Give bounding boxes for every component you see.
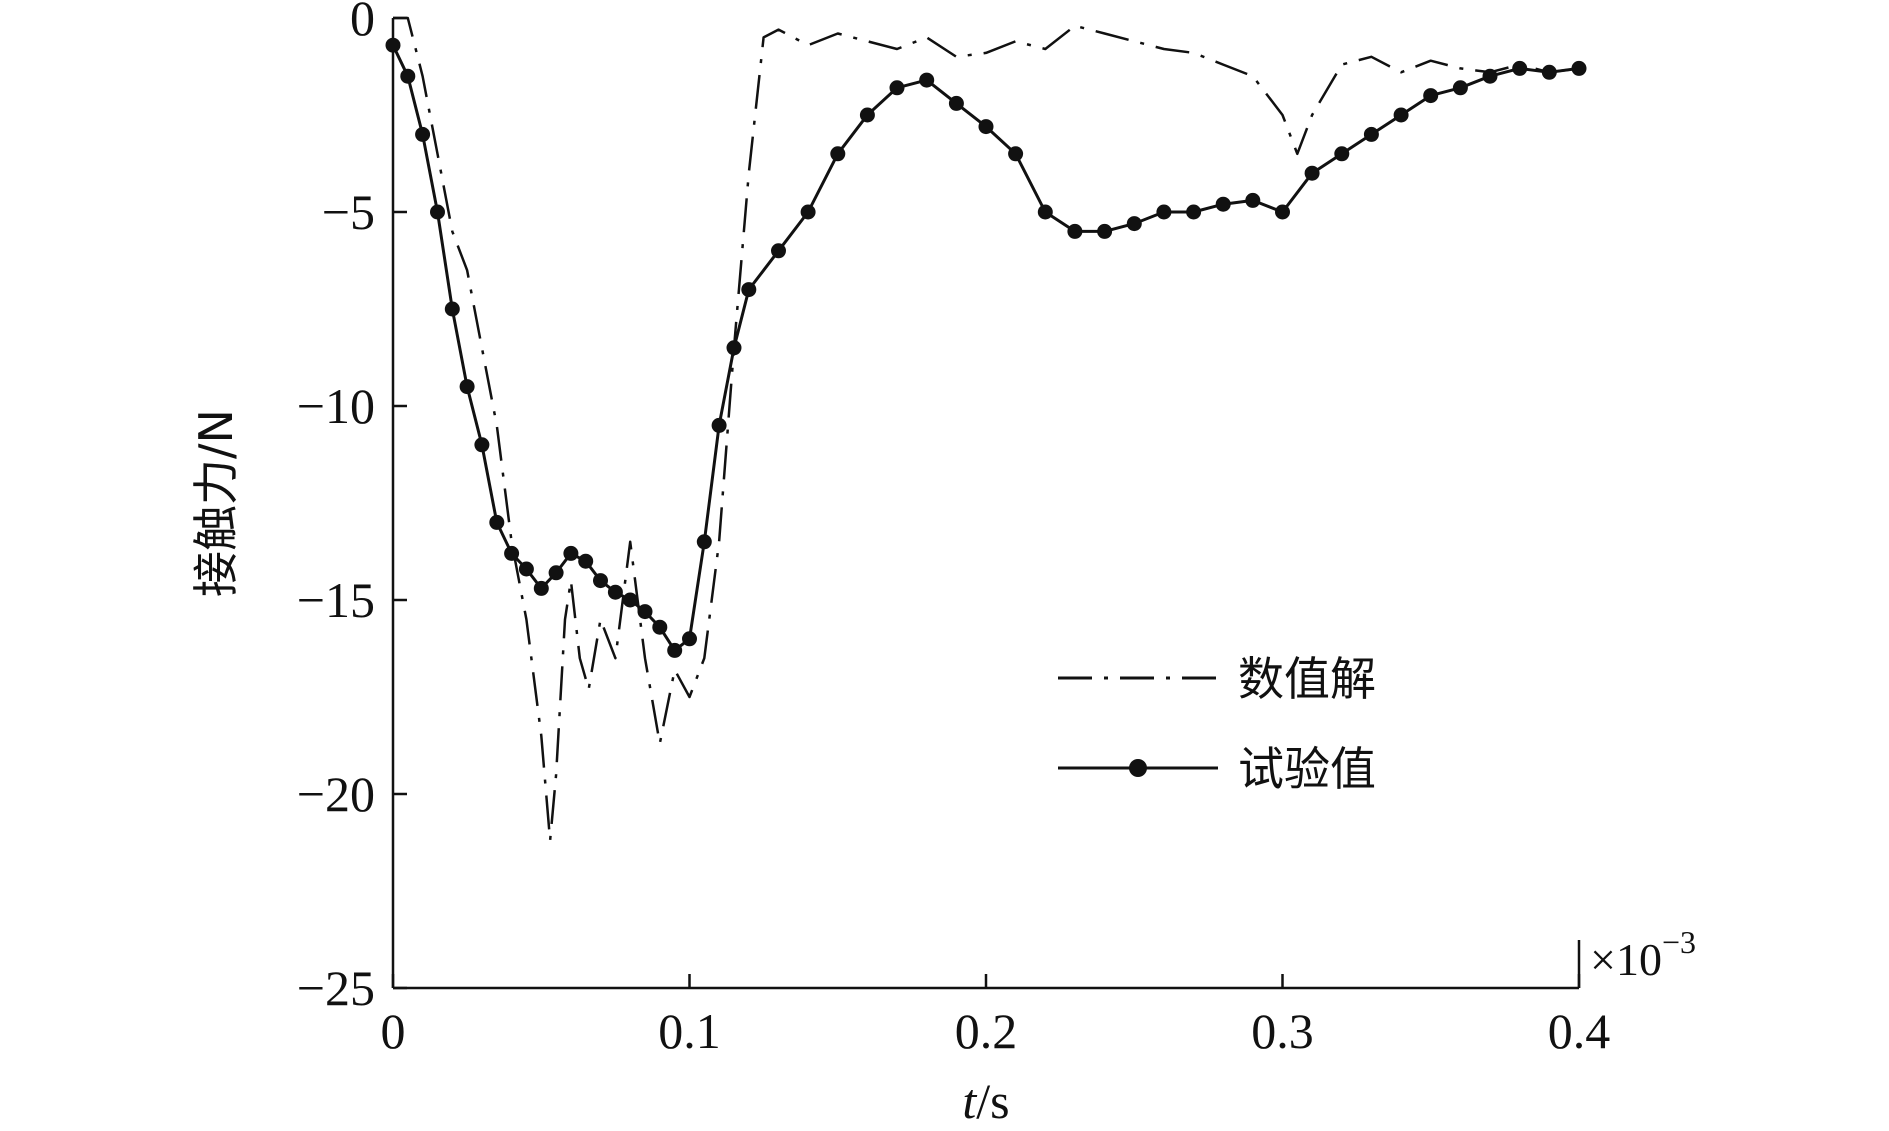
data-point-experimental	[637, 604, 653, 620]
legend-label-numerical: 数值解	[1238, 652, 1376, 706]
data-point-experimental	[726, 340, 742, 356]
data-point-experimental	[1334, 146, 1350, 162]
data-point-experimental	[682, 631, 697, 647]
data-point-experimental	[1363, 126, 1379, 142]
legend-item-numerical: 数值解	[1058, 652, 1376, 706]
data-point-experimental	[889, 80, 905, 96]
data-point-experimental	[771, 243, 786, 259]
x-tick-label: 0.3	[1251, 1003, 1314, 1059]
data-point-experimental	[1275, 204, 1290, 220]
series-line-numerical	[393, 16, 1580, 842]
data-point-experimental	[919, 72, 935, 88]
data-point-experimental	[1067, 223, 1083, 239]
y-tick-label: 0	[350, 0, 375, 46]
x-axis-multiplier-exponent: −3	[1662, 924, 1696, 960]
data-point-experimental	[1126, 216, 1142, 232]
data-point-experimental	[1571, 60, 1587, 76]
data-point-experimental	[859, 107, 875, 123]
plot-area	[391, 18, 1581, 990]
x-axis-multiplier: ×10−3	[1590, 924, 1696, 985]
legend-item-experimental: 试验值	[1058, 742, 1376, 796]
x-tick-label: 0.2	[955, 1003, 1018, 1059]
data-point-experimental	[741, 282, 757, 298]
data-point-experimental	[563, 545, 579, 561]
data-point-experimental	[1008, 146, 1024, 162]
x-axis-ticks: 0 0.1 0.2 0.3 0.4	[381, 974, 1611, 1059]
y-tick-label: −25	[297, 960, 375, 1016]
data-point-experimental	[667, 642, 683, 658]
data-point-experimental	[1215, 196, 1231, 212]
data-point-experimental	[622, 592, 638, 608]
x-tick-label: 0	[381, 1003, 406, 1059]
data-point-experimental	[548, 565, 564, 581]
x-tick-label: 0.1	[658, 1003, 721, 1059]
data-point-experimental	[1393, 107, 1409, 123]
x-axis-label: t/s	[962, 1073, 1009, 1129]
data-point-experimental	[696, 534, 712, 550]
data-point-experimental	[489, 514, 505, 530]
data-point-experimental	[444, 301, 460, 317]
data-point-experimental	[1512, 60, 1528, 76]
data-point-experimental	[504, 545, 520, 561]
x-axis-label-unit: /s	[976, 1073, 1009, 1129]
data-point-experimental	[1452, 80, 1468, 96]
data-point-experimental	[578, 553, 594, 569]
data-point-experimental	[1482, 68, 1498, 84]
data-point-experimental	[1097, 223, 1113, 239]
data-point-experimental	[652, 619, 668, 635]
data-point-experimental	[415, 126, 431, 142]
legend-marker-experimental	[1129, 759, 1147, 777]
data-point-experimental	[1423, 88, 1439, 104]
data-point-experimental	[400, 68, 416, 84]
x-tick-label: 0.4	[1548, 1003, 1611, 1059]
data-point-experimental	[430, 204, 445, 220]
y-tick-label: −15	[297, 572, 375, 628]
data-point-experimental	[1541, 64, 1557, 80]
y-axis-label: 接触力/N	[189, 409, 243, 597]
data-point-experimental	[1304, 165, 1320, 181]
data-point-experimental	[518, 561, 534, 577]
data-point-experimental	[948, 95, 964, 111]
legend: 数值解 试验值	[1058, 652, 1376, 796]
y-tick-label: −20	[297, 766, 375, 822]
data-point-experimental	[1156, 204, 1172, 220]
data-point-experimental	[711, 417, 727, 433]
data-point-experimental	[1186, 204, 1202, 220]
data-point-experimental	[1037, 204, 1053, 220]
data-point-experimental	[385, 37, 401, 53]
legend-label-experimental: 试验值	[1238, 742, 1376, 796]
series-layer	[385, 16, 1587, 842]
y-axis-ticks: 0 −5 −10 −15 −20 −25	[297, 0, 407, 1016]
data-point-experimental	[533, 580, 549, 596]
y-tick-label: −10	[297, 378, 375, 434]
data-point-experimental	[459, 379, 475, 395]
data-point-experimental	[978, 119, 994, 135]
data-point-experimental	[474, 437, 490, 453]
data-point-experimental	[593, 573, 608, 589]
x-axis-label-symbol: t	[962, 1073, 977, 1129]
data-point-experimental	[800, 204, 816, 220]
data-point-experimental	[1245, 192, 1261, 208]
y-tick-label: −5	[322, 184, 375, 240]
data-point-experimental	[830, 146, 846, 162]
data-point-experimental	[607, 584, 623, 600]
